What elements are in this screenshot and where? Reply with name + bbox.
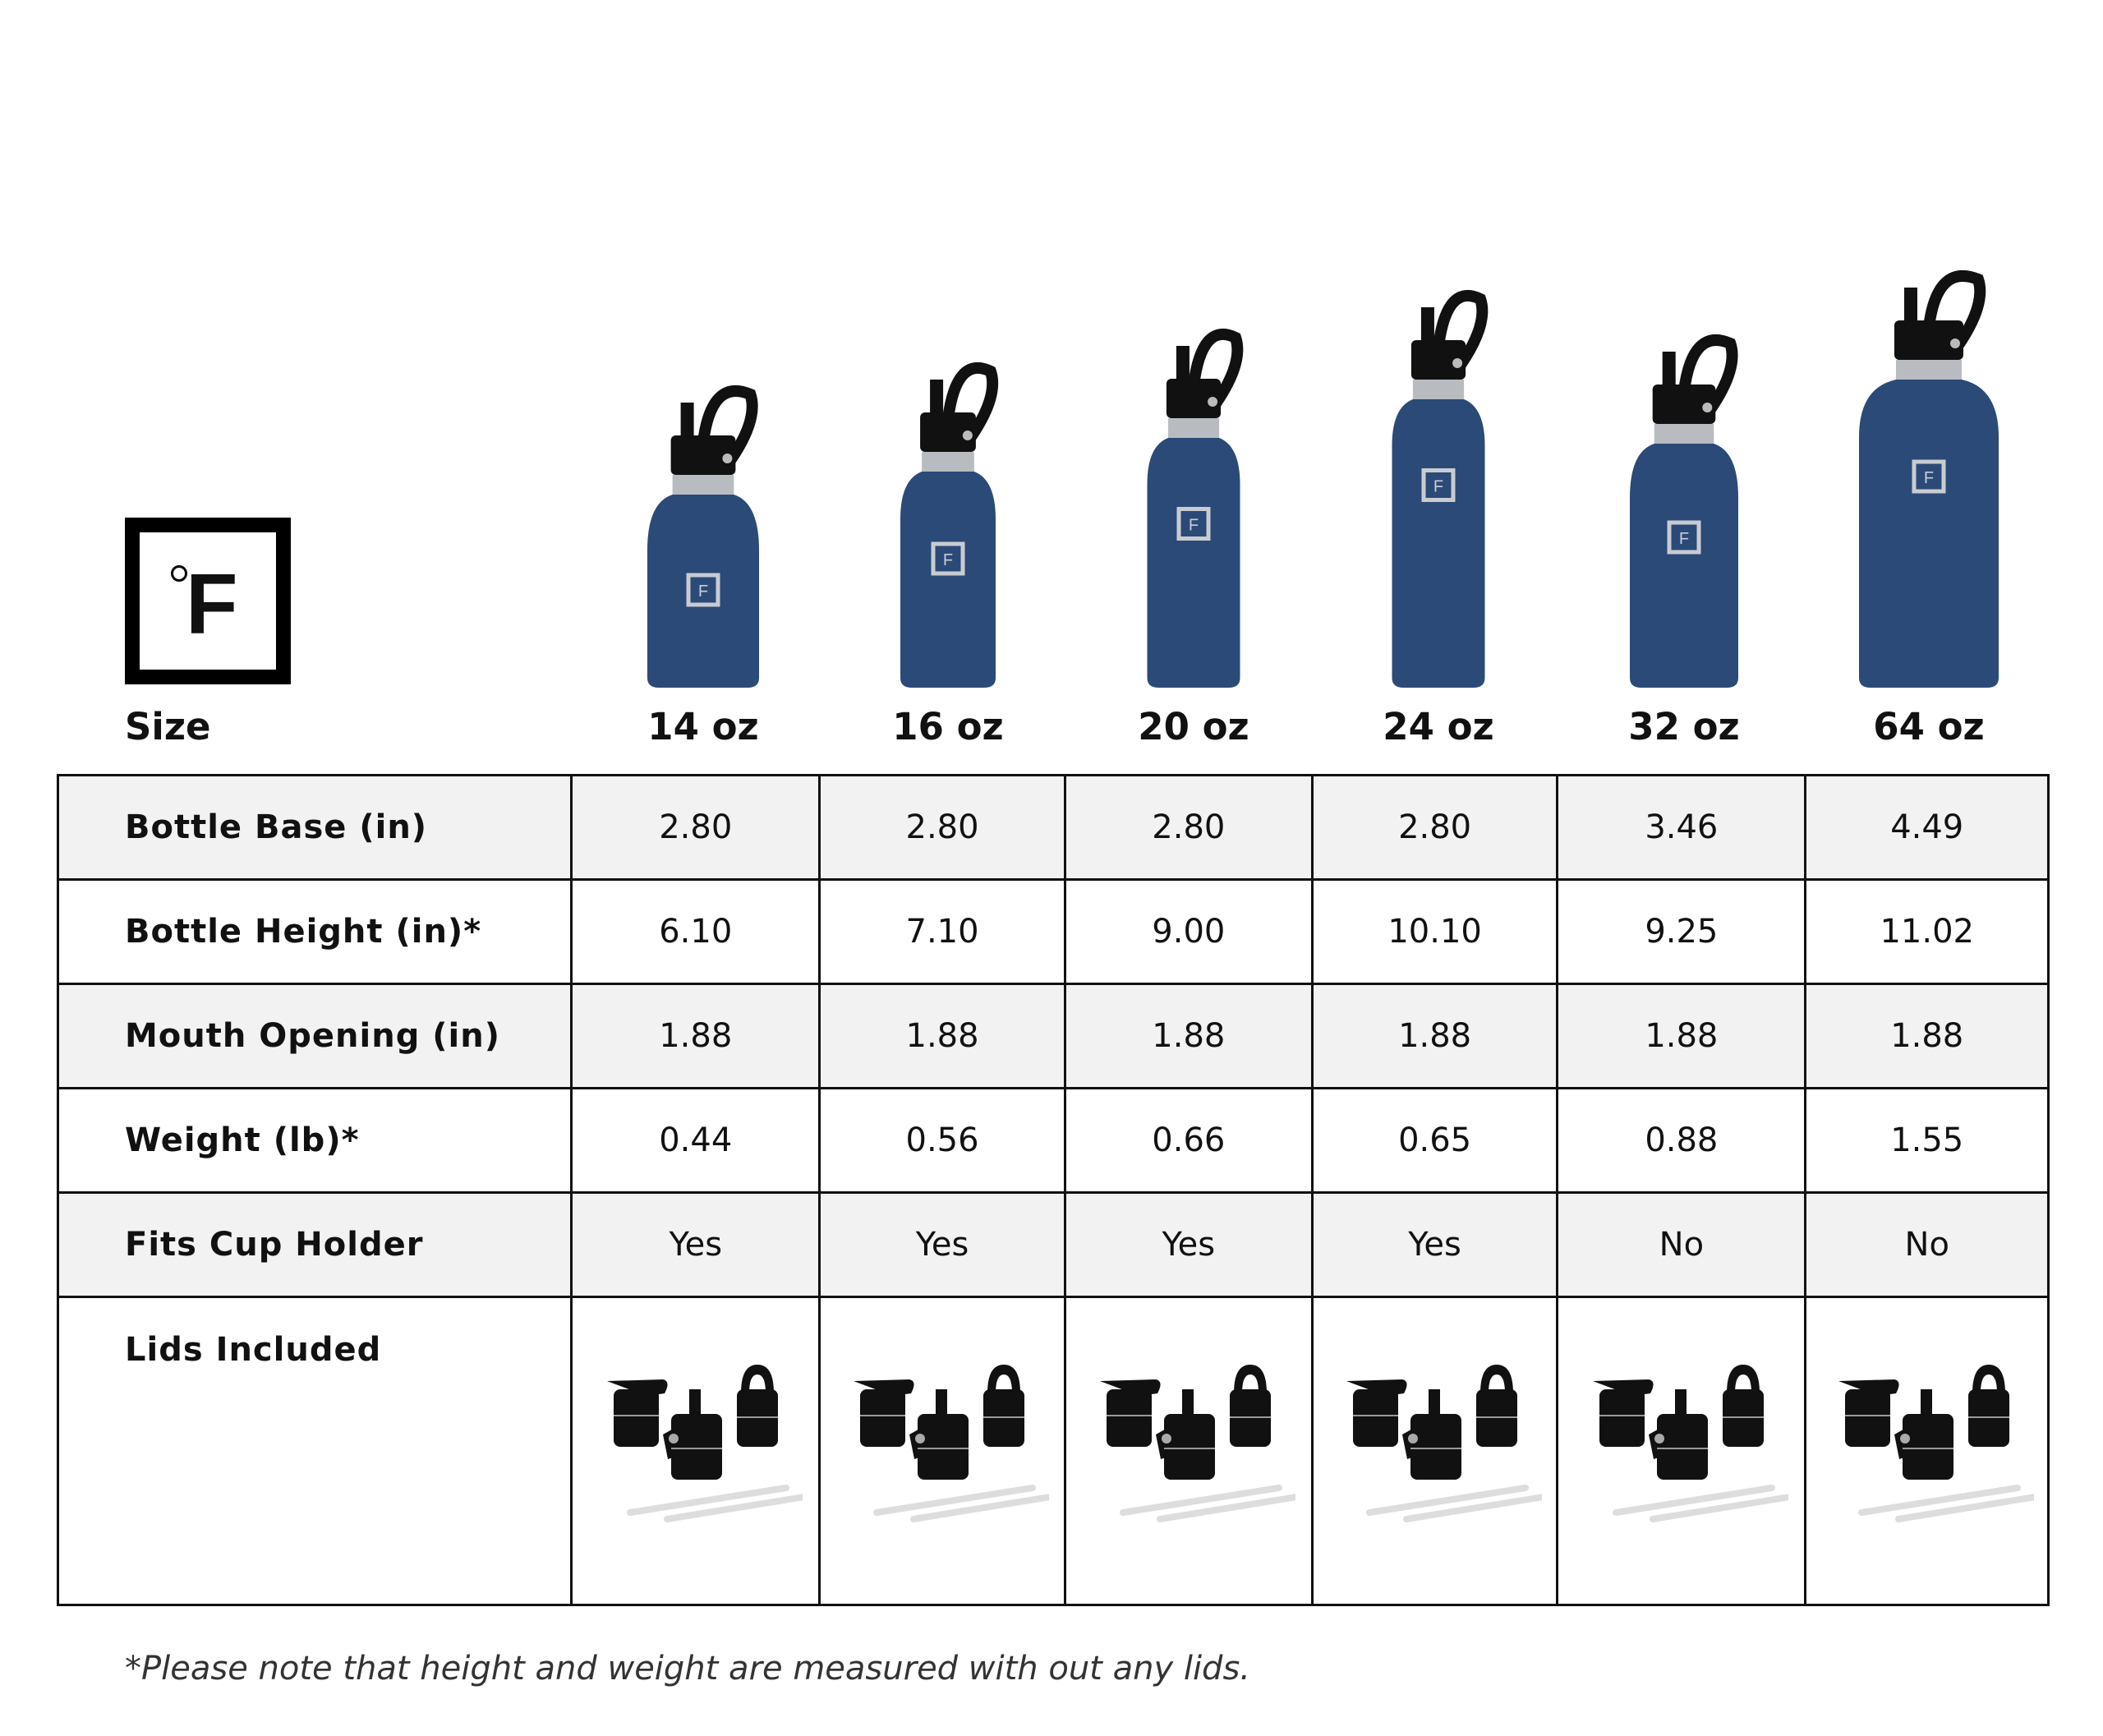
row-label: Weight (lb)* bbox=[56, 1087, 573, 1194]
svg-text:F: F bbox=[1433, 478, 1443, 496]
size-16oz: 16 oz bbox=[892, 705, 1004, 748]
flip-lid bbox=[860, 1389, 906, 1447]
straw-lid bbox=[1902, 1414, 1953, 1480]
spec-table: Bottle Base (in) 2.80 2.80 2.80 2.80 3.46 4.49… bbox=[56, 774, 2054, 1606]
size-label: Size bbox=[125, 705, 211, 748]
value-cell: 0.88 bbox=[1556, 1087, 1807, 1194]
table-row: Bottle Base (in) 2.80 2.80 2.80 2.80 3.46 4.49 bbox=[56, 774, 2050, 881]
bottle-20oz: F bbox=[1147, 328, 1244, 688]
bottle-14oz: F bbox=[647, 384, 759, 688]
table-row: Fits Cup Holder Yes Yes Yes Yes No No bbox=[56, 1191, 2050, 1298]
lids-cell bbox=[1556, 1296, 1808, 1606]
lids-cell bbox=[570, 1296, 822, 1606]
value-cell: 1.88 bbox=[818, 983, 1066, 1089]
value-cell: Yes bbox=[570, 1191, 821, 1298]
size-64oz: 64 oz bbox=[1873, 705, 1985, 748]
bottle-24oz: F bbox=[1392, 289, 1489, 688]
straw-lid bbox=[1656, 1414, 1708, 1480]
bottle-images: F F F F F F bbox=[647, 269, 1999, 688]
brand-logo: F bbox=[125, 518, 291, 684]
value-cell: 0.44 bbox=[570, 1087, 821, 1194]
flip-lid bbox=[1352, 1389, 1398, 1447]
straw-lid bbox=[670, 1414, 722, 1480]
value-cell: 1.88 bbox=[570, 983, 821, 1089]
value-cell: No bbox=[1804, 1191, 2050, 1298]
row-label: Lids Included bbox=[56, 1296, 573, 1606]
straw-lid bbox=[1163, 1414, 1215, 1480]
table-row-lids: Lids Included bbox=[56, 1296, 2054, 1606]
table-row: Weight (lb)* 0.44 0.56 0.66 0.65 0.88 1.55 bbox=[56, 1087, 2050, 1194]
lids-image bbox=[854, 1365, 1070, 1522]
flip-lid bbox=[1599, 1389, 1645, 1447]
value-cell: 10.10 bbox=[1310, 878, 1559, 985]
svg-text:F: F bbox=[1679, 530, 1689, 548]
value-cell: 7.10 bbox=[818, 878, 1066, 985]
value-cell: Yes bbox=[1310, 1191, 1559, 1298]
bottle-16oz: F bbox=[900, 361, 999, 688]
straw-lid bbox=[918, 1414, 969, 1480]
lids-image bbox=[1346, 1365, 1562, 1522]
lids-cell bbox=[1310, 1296, 1562, 1606]
size-32oz: 32 oz bbox=[1628, 705, 1740, 748]
table-row: Bottle Height (in)* 6.10 7.10 9.00 10.10 9.25… bbox=[56, 878, 2050, 985]
lids-cell bbox=[1063, 1296, 1315, 1606]
value-cell: 9.00 bbox=[1063, 878, 1314, 985]
bottle-64oz: F bbox=[1859, 269, 1999, 688]
lids-image bbox=[1592, 1365, 1808, 1522]
size-14oz: 14 oz bbox=[647, 705, 759, 748]
value-cell: 11.02 bbox=[1804, 878, 2050, 985]
svg-text:F: F bbox=[943, 551, 953, 569]
value-cell: 2.80 bbox=[1063, 774, 1314, 881]
row-label: Bottle Base (in) bbox=[56, 774, 573, 881]
value-cell: 0.56 bbox=[818, 1087, 1066, 1194]
flip-lid bbox=[1844, 1389, 1890, 1447]
value-cell: 1.88 bbox=[1804, 983, 2050, 1089]
logo-letter: F bbox=[186, 557, 238, 652]
lids-image bbox=[1838, 1365, 2054, 1522]
size-24oz: 24 oz bbox=[1383, 705, 1494, 748]
row-label: Bottle Height (in)* bbox=[56, 878, 573, 985]
value-cell: 1.88 bbox=[1063, 983, 1314, 1089]
lids-cell bbox=[1804, 1296, 2054, 1606]
size-20oz: 20 oz bbox=[1138, 705, 1249, 748]
value-cell: 1.88 bbox=[1556, 983, 1807, 1089]
value-cell: 9.25 bbox=[1556, 878, 1807, 985]
straw-lid bbox=[1410, 1414, 1461, 1480]
row-label: Fits Cup Holder bbox=[56, 1191, 573, 1298]
flip-lid bbox=[613, 1389, 659, 1447]
row-label: Mouth Opening (in) bbox=[56, 983, 573, 1089]
value-cell: 2.80 bbox=[1310, 774, 1559, 881]
value-cell: 2.80 bbox=[570, 774, 821, 881]
lids-cell bbox=[818, 1296, 1070, 1606]
table-row: Mouth Opening (in) 1.88 1.88 1.88 1.88 1.88 1.… bbox=[56, 983, 2050, 1089]
value-cell: Yes bbox=[818, 1191, 1066, 1298]
lids-image bbox=[1099, 1365, 1315, 1522]
lids-image bbox=[606, 1365, 822, 1522]
degree-mark bbox=[171, 565, 187, 582]
flip-lid bbox=[1106, 1389, 1152, 1447]
value-cell: Yes bbox=[1063, 1191, 1314, 1298]
svg-text:F: F bbox=[1924, 469, 1934, 487]
value-cell: 1.55 bbox=[1804, 1087, 2050, 1194]
value-cell: 0.66 bbox=[1063, 1087, 1314, 1194]
value-cell: No bbox=[1556, 1191, 1807, 1298]
value-cell: 4.49 bbox=[1804, 774, 2050, 881]
value-cell: 2.80 bbox=[818, 774, 1066, 881]
value-cell: 6.10 bbox=[570, 878, 821, 985]
bottle-32oz: F bbox=[1630, 334, 1738, 688]
svg-text:F: F bbox=[1189, 517, 1199, 535]
value-cell: 1.88 bbox=[1310, 983, 1559, 1089]
value-cell: 0.65 bbox=[1310, 1087, 1559, 1194]
footnote: *Please note that height and weight are … bbox=[125, 1650, 1250, 1688]
value-cell: 3.46 bbox=[1556, 774, 1807, 881]
svg-text:F: F bbox=[698, 583, 708, 601]
